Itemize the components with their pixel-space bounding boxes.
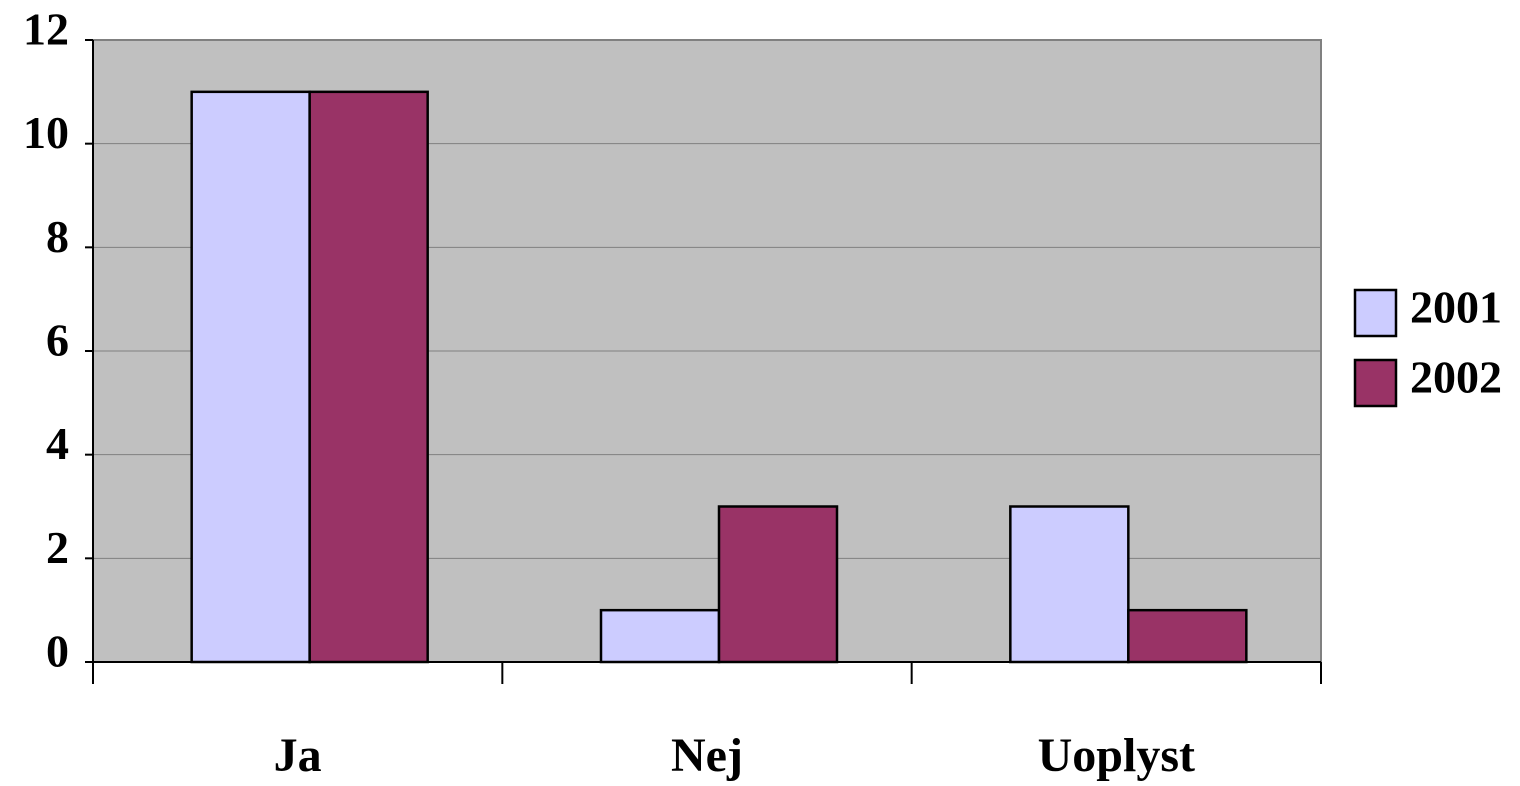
- y-tick-label: 10: [23, 107, 69, 158]
- x-tick-label: Ja: [274, 729, 322, 782]
- y-tick-label: 4: [46, 418, 69, 469]
- bar: [599, 608, 721, 664]
- legend-label: 2002: [1410, 352, 1502, 403]
- bar: [717, 505, 839, 664]
- bar: [1009, 505, 1130, 664]
- x-tick-label: Nej: [671, 729, 743, 782]
- legend-swatch: [1353, 288, 1398, 338]
- y-tick-label: 6: [46, 315, 69, 366]
- y-tick-label: 12: [23, 4, 69, 55]
- y-tick-label: 2: [46, 522, 69, 573]
- y-tick-label: 8: [46, 211, 69, 262]
- legend-label: 2001: [1410, 282, 1502, 333]
- bar: [308, 90, 429, 664]
- bar: [190, 90, 311, 664]
- x-tick-label: Uoplyst: [1038, 729, 1195, 782]
- bar: [1127, 608, 1248, 664]
- legend-swatch: [1353, 358, 1398, 408]
- y-tick-label: 0: [46, 626, 69, 677]
